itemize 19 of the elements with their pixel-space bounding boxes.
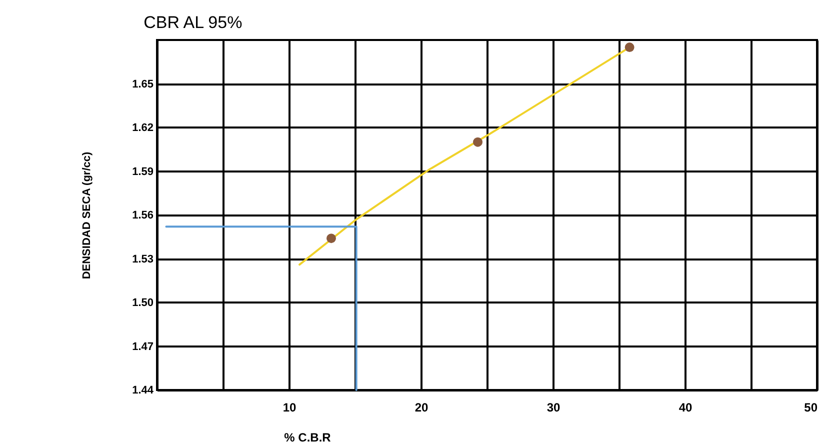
y-tick-label: 1.50 bbox=[132, 297, 154, 309]
x-tick-label: 40 bbox=[678, 400, 692, 414]
y-tick-label: 1.62 bbox=[132, 122, 154, 134]
y-tick-label: 1.59 bbox=[132, 166, 154, 178]
x-tick-label: 50 bbox=[804, 400, 818, 414]
x-axis-title: % C.B.R bbox=[284, 430, 332, 444]
y-axis-title: DENSIDAD SECA (gr/cc) bbox=[81, 152, 94, 280]
point bbox=[473, 137, 483, 147]
point bbox=[326, 234, 336, 244]
x-tick-label: 10 bbox=[282, 400, 296, 414]
y-tick-label: 1.47 bbox=[132, 340, 154, 353]
x-tick-label: 20 bbox=[414, 400, 428, 414]
chart-title: CBR AL 95% bbox=[144, 13, 242, 32]
x-tick-label: 30 bbox=[546, 400, 560, 414]
y-tick-label: 1.56 bbox=[132, 210, 154, 222]
y-tick-label: 1.53 bbox=[132, 253, 154, 266]
point bbox=[624, 42, 634, 52]
y-tick-label: 1.44 bbox=[132, 384, 154, 396]
y-tick-label: 1.65 bbox=[132, 78, 154, 90]
